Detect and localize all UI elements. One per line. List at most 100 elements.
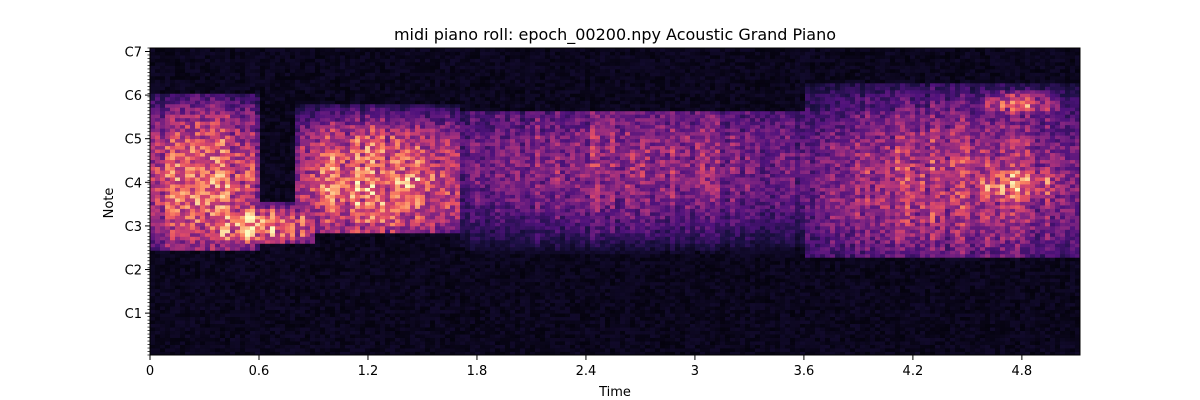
heatmap-cell <box>335 278 341 283</box>
heatmap-cell <box>345 292 351 297</box>
heatmap-cell <box>205 173 211 178</box>
heatmap-cell <box>245 281 251 286</box>
heatmap-cell <box>375 142 381 147</box>
heatmap-cell <box>185 243 191 248</box>
heatmap-cell <box>165 156 171 161</box>
heatmap-cell <box>390 264 396 269</box>
heatmap-cell <box>310 93 316 98</box>
heatmap-cell <box>300 323 306 328</box>
heatmap-cell <box>150 145 156 150</box>
plot-area <box>149 47 1081 356</box>
heatmap-cell <box>180 316 186 321</box>
heatmap-cell <box>350 239 356 244</box>
heatmap-cell <box>205 295 211 300</box>
heatmap-cell <box>325 131 331 136</box>
heatmap-cell <box>245 222 251 227</box>
heatmap-cell <box>395 222 401 227</box>
heatmap-cell <box>245 54 251 59</box>
heatmap-cell <box>260 351 266 356</box>
heatmap-cell <box>175 222 181 227</box>
heatmap-cell <box>325 128 331 133</box>
heatmap-cell <box>240 292 246 297</box>
heatmap-cell <box>325 51 331 56</box>
heatmap-cell <box>225 281 231 286</box>
heatmap-cell <box>330 239 336 244</box>
heatmap-cell <box>245 156 251 161</box>
heatmap-cell <box>425 100 431 105</box>
heatmap-cell <box>235 54 241 59</box>
heatmap-cell <box>180 68 186 73</box>
heatmap-cell <box>170 302 176 307</box>
heatmap-cell <box>280 124 286 129</box>
heatmap-cell <box>425 341 431 345</box>
heatmap-cell <box>195 295 201 300</box>
heatmap-cell <box>205 131 211 136</box>
heatmap-cell <box>280 348 286 352</box>
heatmap-cell <box>190 327 196 331</box>
heatmap-cell <box>240 316 246 321</box>
heatmap-cell <box>260 170 266 174</box>
heatmap-cell <box>320 201 326 206</box>
heatmap-cell <box>375 288 381 293</box>
heatmap-cell <box>280 48 286 52</box>
heatmap-cell <box>220 145 226 150</box>
heatmap-cell <box>385 341 391 345</box>
heatmap-cell <box>180 211 186 216</box>
heatmap-cell <box>230 128 236 133</box>
heatmap-cell <box>320 61 326 66</box>
heatmap-cell <box>365 198 371 202</box>
heatmap-cell <box>160 299 166 304</box>
heatmap-cell <box>315 215 321 220</box>
heatmap-cell <box>295 48 301 52</box>
heatmap-cell <box>200 82 206 87</box>
heatmap-cell <box>175 96 181 101</box>
heatmap-cell <box>375 86 381 91</box>
heatmap-cell <box>240 110 246 115</box>
heatmap-cell <box>275 135 281 140</box>
heatmap-cell <box>220 48 226 52</box>
heatmap-cell <box>425 170 431 174</box>
heatmap-cell <box>325 295 331 300</box>
heatmap-cell <box>400 82 406 87</box>
heatmap-cell <box>170 274 176 279</box>
heatmap-cell <box>155 131 161 136</box>
heatmap-cell <box>420 58 426 63</box>
heatmap-cell <box>420 93 426 98</box>
heatmap-cell <box>165 82 171 87</box>
heatmap-cell <box>415 281 421 286</box>
heatmap-cell <box>430 330 436 335</box>
heatmap-cell <box>415 166 421 171</box>
heatmap-cell <box>220 246 226 251</box>
heatmap-cell <box>380 288 386 293</box>
heatmap-cell <box>190 48 196 52</box>
heatmap-cell <box>250 170 256 174</box>
heatmap-cell <box>410 103 416 108</box>
heatmap-cell <box>180 198 186 202</box>
heatmap-cell <box>195 194 201 199</box>
heatmap-cell <box>230 93 236 98</box>
heatmap-cell <box>290 267 296 272</box>
heatmap-cell <box>300 124 306 129</box>
heatmap-cell <box>250 215 256 220</box>
heatmap-cell <box>340 142 346 147</box>
heatmap-cell <box>250 138 256 143</box>
heatmap-cell <box>290 79 296 84</box>
heatmap-cell <box>230 117 236 122</box>
heatmap-cell <box>420 89 426 94</box>
heatmap-cell <box>275 145 281 150</box>
heatmap-cell <box>340 229 346 234</box>
heatmap-cell <box>315 292 321 297</box>
heatmap-cell <box>295 320 301 324</box>
heatmap-cell <box>200 267 206 272</box>
heatmap-cell <box>165 121 171 126</box>
heatmap-cell <box>250 72 256 77</box>
heatmap-cell <box>345 204 351 209</box>
heatmap-cell <box>320 180 326 185</box>
heatmap-cell <box>430 320 436 324</box>
heatmap-cell <box>380 170 386 174</box>
heatmap-cell <box>195 306 201 311</box>
heatmap-cell <box>305 124 311 129</box>
heatmap-cell <box>340 246 346 251</box>
heatmap-cell <box>395 198 401 202</box>
heatmap-cell <box>185 187 191 192</box>
